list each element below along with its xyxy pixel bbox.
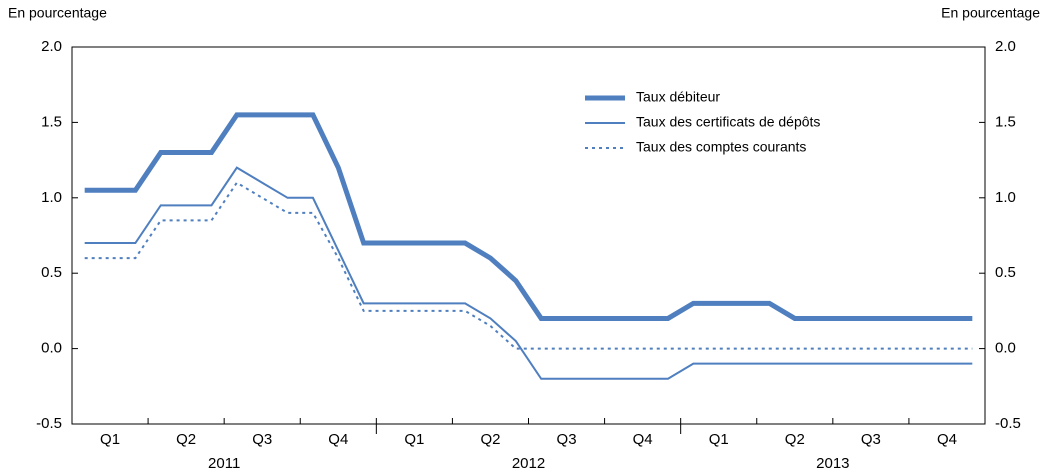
y-tick-label: -0.5 [36, 415, 62, 432]
y2-tick-label: -0.5 [995, 415, 1021, 432]
x-tick-label: Q2 [176, 431, 196, 448]
x-tick-label: Q4 [328, 431, 348, 448]
x-tick-label: Q3 [557, 431, 577, 448]
y2-tick-label: 1.5 [995, 113, 1016, 130]
series-line [84, 166, 973, 380]
x-tick-label: Q2 [785, 431, 805, 448]
y-tick-label: 0.0 [41, 340, 62, 357]
y2-tick-label: 0.0 [995, 340, 1016, 357]
series-line [84, 181, 973, 350]
x-tick-label: Q3 [861, 431, 881, 448]
y-tick-label: 1.5 [41, 113, 62, 130]
year-label: 2011 [208, 455, 240, 469]
y-axis-label: En pourcentage [8, 5, 107, 21]
x-tick-label: Q2 [480, 431, 500, 448]
y-tick-label: 1.0 [41, 189, 62, 206]
y2-tick-label: 1.0 [995, 189, 1016, 206]
y2-axis-label: En pourcentage [941, 5, 1040, 21]
x-tick-label: Q1 [100, 431, 120, 448]
y2-tick-label: 0.5 [995, 264, 1016, 281]
x-tick-label: Q1 [404, 431, 424, 448]
y-tick-label: 0.5 [41, 264, 62, 281]
y2-tick-label: 2.0 [995, 38, 1016, 55]
x-tick-label: Q4 [633, 431, 653, 448]
year-label: 2012 [512, 455, 545, 469]
x-tick-label: Q1 [709, 431, 729, 448]
legend-label: Taux débiteur [636, 89, 720, 105]
y-tick-label: 2.0 [41, 38, 62, 55]
legend-label: Taux des comptes courants [636, 139, 806, 155]
x-tick-label: Q4 [937, 431, 957, 448]
series-line [84, 112, 973, 321]
year-label: 2013 [816, 455, 849, 469]
plot-frame [71, 46, 986, 425]
legend-label: Taux des certificats de dépôts [636, 114, 820, 130]
x-tick-label: Q3 [252, 431, 272, 448]
